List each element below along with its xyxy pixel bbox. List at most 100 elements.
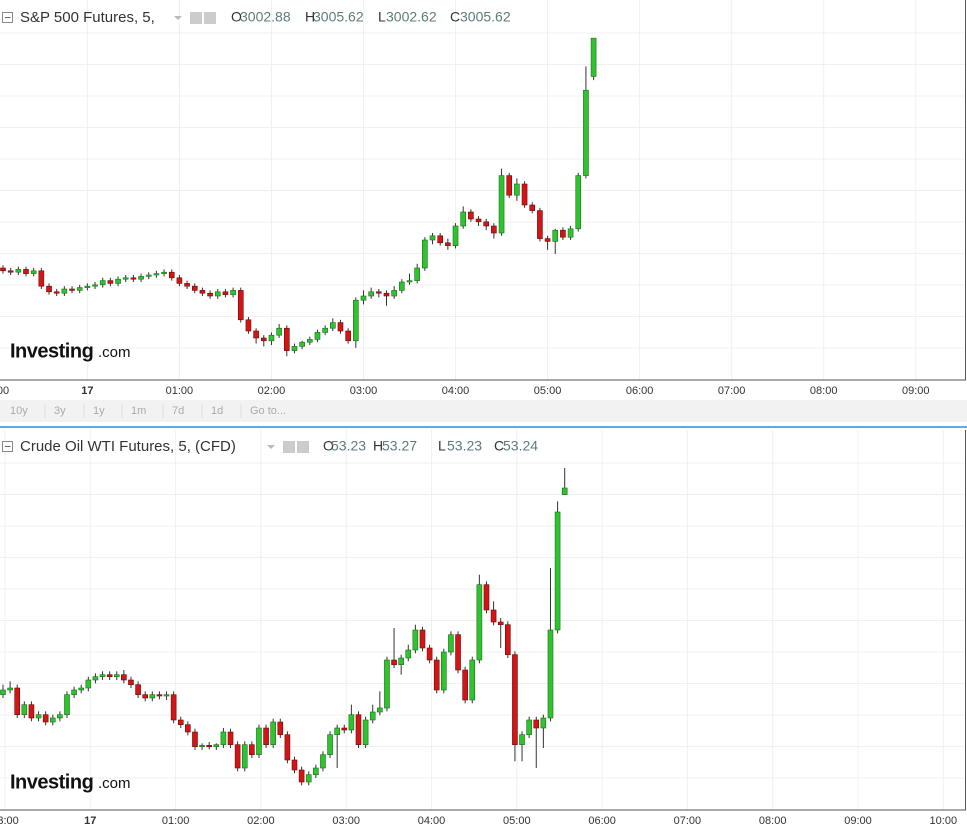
candle-body <box>476 584 483 661</box>
candle-body <box>353 299 359 342</box>
candle-body <box>35 714 42 719</box>
candle-body <box>419 629 426 649</box>
candle-body <box>213 744 220 747</box>
candle-body <box>322 327 328 333</box>
x-tick-label: 17 <box>84 815 96 826</box>
candle-body <box>426 647 433 661</box>
ohlc-label: L <box>378 9 386 25</box>
candle-body <box>462 669 468 701</box>
candle-body <box>107 280 114 284</box>
candle-body <box>263 727 269 745</box>
x-tick-label: 08:00 <box>759 815 787 826</box>
candle-body <box>168 271 175 279</box>
candle-body <box>42 714 49 723</box>
candle-body <box>505 624 511 655</box>
candle-body <box>256 727 262 755</box>
range-button[interactable]: 3y <box>54 405 66 417</box>
ohlc-value: 3002.62 <box>386 9 437 25</box>
candle-body <box>156 694 163 697</box>
watermark: Investing <box>10 771 93 793</box>
x-tick-label: 06:00 <box>626 385 654 397</box>
settings-icon[interactable] <box>204 12 216 24</box>
range-button[interactable]: 1m <box>131 405 146 417</box>
settings-icon[interactable] <box>283 441 295 453</box>
candle-body <box>38 270 45 287</box>
candle-body <box>99 280 106 286</box>
candle-body <box>529 204 536 211</box>
candle-body <box>121 674 127 681</box>
candle-body <box>348 714 355 731</box>
candle-body <box>330 322 336 329</box>
candle-body <box>452 225 459 246</box>
range-button[interactable]: 7d <box>172 405 184 417</box>
candle-body <box>469 659 476 701</box>
dropdown-arrow[interactable] <box>267 445 275 449</box>
settings-icon[interactable] <box>190 12 202 24</box>
candle-body <box>184 283 190 287</box>
candle-body <box>575 175 582 230</box>
x-tick-label: 02:00 <box>258 385 286 397</box>
dropdown-arrow[interactable] <box>174 16 182 20</box>
candle-body <box>53 291 60 294</box>
candle-body <box>483 221 490 227</box>
candle-body <box>391 290 397 297</box>
ohlc-value: 53.23 <box>331 438 366 454</box>
candle-body <box>284 734 291 761</box>
candle-body <box>253 330 259 339</box>
candle-body <box>7 687 13 691</box>
candle-body <box>552 229 559 242</box>
candle-body <box>199 290 206 294</box>
candle-body <box>0 267 6 272</box>
candle-body <box>376 291 382 294</box>
candle-body <box>130 277 137 280</box>
candle-body <box>412 629 419 651</box>
candle-body <box>355 714 362 745</box>
candle-body <box>163 694 170 697</box>
range-button[interactable]: 1d <box>211 405 223 417</box>
candle-body <box>512 654 518 745</box>
candle-body <box>222 291 229 295</box>
candle-body <box>437 235 443 244</box>
candle-body <box>57 714 63 719</box>
candle-body <box>514 183 520 196</box>
candle-body <box>306 339 313 343</box>
candle-body <box>92 284 98 287</box>
settings-icon[interactable] <box>297 441 309 453</box>
candle-body <box>327 734 333 755</box>
ohlc-label: C <box>494 438 504 454</box>
candle-body <box>84 285 91 288</box>
ohlc-value: 3005.62 <box>460 9 511 25</box>
candle-body <box>206 745 212 747</box>
candle-body <box>76 287 83 291</box>
x-tick-label: 01:00 <box>162 815 190 826</box>
candle-body <box>283 327 290 351</box>
candle-body <box>554 511 561 631</box>
candle-body <box>544 238 551 242</box>
candle-body <box>142 694 148 699</box>
range-button[interactable]: 10y <box>10 405 28 417</box>
ohlc-value: 53.24 <box>503 438 538 454</box>
candle-body <box>230 290 236 295</box>
x-tick-label: 23:00 <box>0 385 9 397</box>
range-button[interactable]: Go to... <box>250 405 286 417</box>
candle-body <box>398 657 404 665</box>
candle-body <box>30 270 37 274</box>
ohlc-value: 53.23 <box>447 438 482 454</box>
candle-body <box>414 267 420 281</box>
candle-body <box>561 487 568 495</box>
candle-body <box>460 211 467 227</box>
candle-body <box>313 767 319 775</box>
range-button[interactable]: 1y <box>93 405 105 417</box>
candle-body <box>220 731 227 745</box>
candle-body <box>299 341 305 347</box>
ohlc-value: 3005.62 <box>313 9 364 25</box>
candle-body <box>234 744 241 769</box>
x-tick-label: 09:00 <box>844 815 872 826</box>
candle-body <box>337 322 344 332</box>
x-tick-label: 08:00 <box>810 385 838 397</box>
candle-body <box>537 210 543 239</box>
candle-body <box>345 330 351 342</box>
candle-body <box>448 634 454 653</box>
candle-body <box>135 684 141 695</box>
candle-body <box>106 674 113 677</box>
